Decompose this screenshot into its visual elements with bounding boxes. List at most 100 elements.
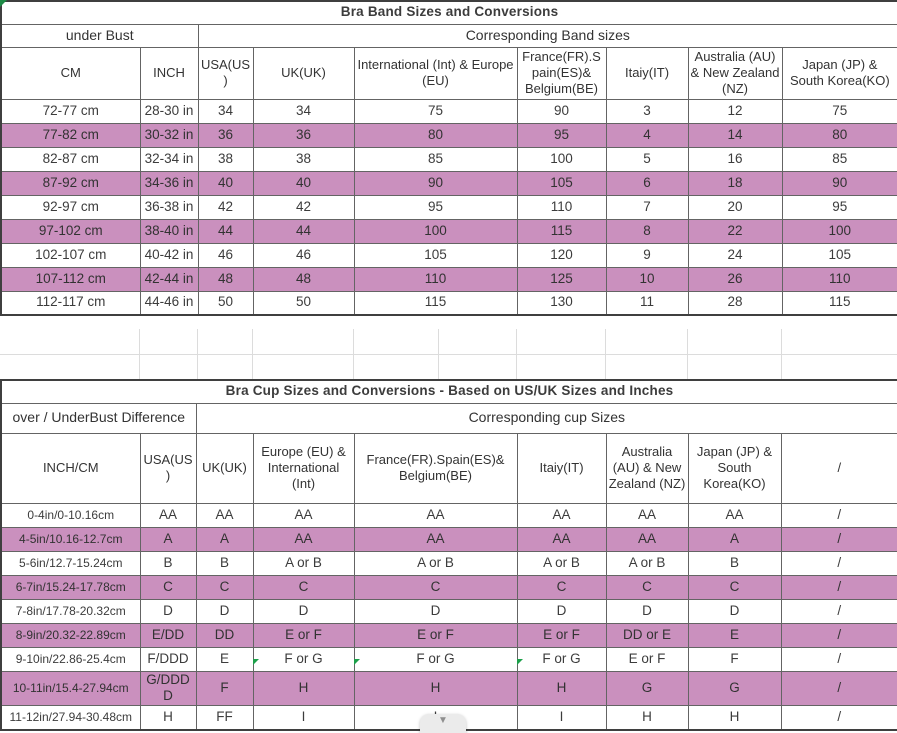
cell[interactable]: 38 xyxy=(252,146,355,172)
cell[interactable]: D xyxy=(687,598,782,624)
cell[interactable]: 110 xyxy=(516,194,607,220)
cell[interactable]: 8-9in/20.32-22.89cm xyxy=(0,622,141,648)
cup-group-corresponding-sizes[interactable]: Corresponding cup Sizes xyxy=(195,402,897,434)
cell[interactable]: D xyxy=(516,598,607,624)
cell[interactable]: 50 xyxy=(197,290,254,316)
cell[interactable]: AA xyxy=(139,502,197,528)
column-header[interactable]: Itaiy(IT) xyxy=(516,432,607,504)
cell[interactable]: F/DDD xyxy=(139,646,197,672)
cell[interactable]: 87-92 cm xyxy=(0,170,141,196)
cell[interactable]: G xyxy=(687,670,782,707)
cell[interactable]: 110 xyxy=(353,266,518,292)
cell[interactable]: 24 xyxy=(687,242,783,268)
cell[interactable]: 7 xyxy=(605,194,689,220)
cell[interactable]: 11-12in/27.94-30.48cm xyxy=(0,705,141,731)
cell[interactable]: 107-112 cm xyxy=(0,266,141,292)
cell[interactable]: 97-102 cm xyxy=(0,218,141,244)
column-header[interactable]: INCH/CM xyxy=(0,432,141,504)
column-header[interactable]: France(FR).Spain(ES)& Belgium(BE) xyxy=(353,432,518,504)
cell[interactable]: 42 xyxy=(197,194,254,220)
band-group-under-bust[interactable]: under Bust xyxy=(0,23,199,48)
cell[interactable]: 44-46 in xyxy=(139,290,199,316)
cell[interactable]: 36 xyxy=(252,122,355,148)
cell[interactable]: 34 xyxy=(252,98,355,124)
cell[interactable]: D xyxy=(252,598,355,624)
cell[interactable]: H xyxy=(516,670,607,707)
column-header[interactable]: Itaiy(IT) xyxy=(605,46,689,100)
cell[interactable]: 10 xyxy=(605,266,689,292)
cell[interactable]: / xyxy=(780,646,897,672)
cell[interactable]: H xyxy=(353,670,518,707)
cell[interactable]: A xyxy=(139,526,197,552)
cell[interactable]: 100 xyxy=(516,146,607,172)
cell[interactable]: 4-5in/10.16-12.7cm xyxy=(0,526,141,552)
cell[interactable]: F or G xyxy=(353,646,518,672)
cell[interactable]: 112-117 cm xyxy=(0,290,141,316)
cell[interactable]: 115 xyxy=(516,218,607,244)
cell[interactable]: / xyxy=(780,502,897,528)
column-header[interactable]: USA(US) xyxy=(139,432,197,504)
cell[interactable]: 3 xyxy=(605,98,689,124)
cell[interactable]: A or B xyxy=(605,550,689,576)
column-header[interactable]: Australia (AU) & New Zealand (NZ) xyxy=(687,46,783,100)
cell[interactable]: G/DDDD xyxy=(139,670,197,707)
cell[interactable]: 110 xyxy=(781,266,897,292)
cell[interactable]: 7-8in/17.78-20.32cm xyxy=(0,598,141,624)
cell[interactable]: H xyxy=(252,670,355,707)
column-header[interactable]: CM xyxy=(0,46,141,100)
column-header[interactable]: INCH xyxy=(139,46,199,100)
column-header[interactable]: Europe (EU) & International (Int) xyxy=(252,432,355,504)
cell[interactable]: 44 xyxy=(197,218,254,244)
cell[interactable]: 5 xyxy=(605,146,689,172)
cell[interactable]: 115 xyxy=(353,290,518,316)
cell[interactable]: 40 xyxy=(252,170,355,196)
cell[interactable]: A xyxy=(195,526,254,552)
cell[interactable]: E or F xyxy=(252,622,355,648)
column-header[interactable]: Japan (JP) & South Korea(KO) xyxy=(781,46,897,100)
cell[interactable]: 75 xyxy=(781,98,897,124)
cell[interactable]: 48 xyxy=(197,266,254,292)
cell[interactable]: 42-44 in xyxy=(139,266,199,292)
cell[interactable]: 9-10in/22.86-25.4cm xyxy=(0,646,141,672)
cell[interactable]: 130 xyxy=(516,290,607,316)
scroll-down-indicator[interactable]: ▼ xyxy=(420,714,466,733)
cell[interactable]: C xyxy=(195,574,254,600)
cell[interactable]: / xyxy=(780,670,897,707)
cell[interactable]: 77-82 cm xyxy=(0,122,141,148)
cell[interactable]: 72-77 cm xyxy=(0,98,141,124)
cell[interactable]: C xyxy=(139,574,197,600)
cell[interactable]: E xyxy=(687,622,782,648)
cell[interactable]: / xyxy=(780,550,897,576)
column-header[interactable]: UK(UK) xyxy=(252,46,355,100)
cell[interactable]: 100 xyxy=(781,218,897,244)
cell[interactable]: 30-32 in xyxy=(139,122,199,148)
column-header[interactable]: / xyxy=(780,432,897,504)
cell[interactable]: 46 xyxy=(252,242,355,268)
cell[interactable]: B xyxy=(687,550,782,576)
cell[interactable]: 28-30 in xyxy=(139,98,199,124)
cell[interactable]: D xyxy=(605,598,689,624)
column-header[interactable]: USA(US) xyxy=(197,46,254,100)
cell[interactable]: I xyxy=(516,705,607,731)
cell[interactable]: H xyxy=(605,705,689,731)
cell[interactable]: A or B xyxy=(353,550,518,576)
cell[interactable]: E/DD xyxy=(139,622,197,648)
cup-group-difference[interactable]: over / UnderBust Difference xyxy=(0,402,197,434)
cell[interactable]: 8 xyxy=(605,218,689,244)
cell[interactable]: 12 xyxy=(687,98,783,124)
cell[interactable]: 80 xyxy=(781,122,897,148)
cell[interactable]: D xyxy=(195,598,254,624)
cell[interactable]: AA xyxy=(605,502,689,528)
cell[interactable]: 50 xyxy=(252,290,355,316)
cell[interactable]: 92-97 cm xyxy=(0,194,141,220)
cell[interactable]: 26 xyxy=(687,266,783,292)
cell[interactable]: 44 xyxy=(252,218,355,244)
cell[interactable]: 10-11in/15.4-27.94cm xyxy=(0,670,141,707)
cell[interactable]: 125 xyxy=(516,266,607,292)
cell[interactable]: AA xyxy=(516,502,607,528)
column-header[interactable]: International (Int) & Europe (EU) xyxy=(353,46,518,100)
cell[interactable]: 18 xyxy=(687,170,783,196)
cell[interactable]: 28 xyxy=(687,290,783,316)
cell[interactable]: I xyxy=(252,705,355,731)
cell[interactable]: 105 xyxy=(781,242,897,268)
